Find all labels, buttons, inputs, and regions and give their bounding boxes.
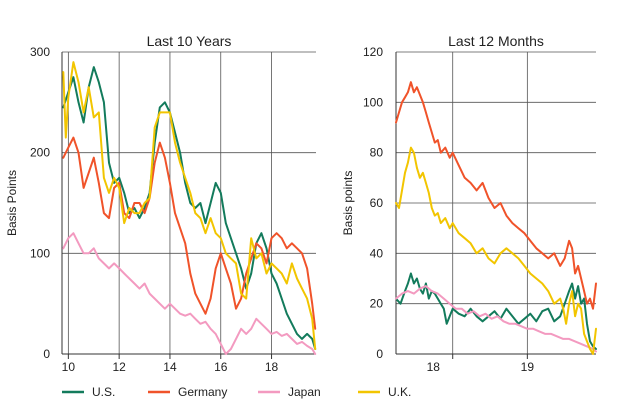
x-tick-label: 19 bbox=[521, 360, 535, 374]
legend-item-germany: Germany bbox=[148, 385, 227, 399]
y-tick-label: 60 bbox=[370, 196, 384, 210]
chart-title: Last 10 Years bbox=[147, 33, 232, 49]
legend-item-japan: Japan bbox=[258, 385, 321, 399]
series-line-germany bbox=[62, 136, 317, 330]
x-tick-label: 10 bbox=[62, 360, 76, 374]
x-tick-label: 18 bbox=[265, 360, 279, 374]
y-tick-label: 200 bbox=[30, 146, 50, 160]
y-tick-label: 100 bbox=[363, 95, 383, 109]
legend-item-u-s: U.S. bbox=[62, 385, 115, 399]
x-tick-label: 18 bbox=[427, 360, 441, 374]
series-line-japan bbox=[62, 232, 317, 355]
chart-panel-2: 0 20 40 60 80 100 120 18 19 Last 12 Months Basis p… bbox=[341, 33, 597, 374]
x-tick-label: 14 bbox=[163, 360, 177, 374]
series-line-u-s bbox=[395, 272, 597, 350]
y-tick-label: 100 bbox=[30, 246, 50, 260]
series-line-japan bbox=[395, 285, 597, 353]
legend-label: Japan bbox=[288, 385, 321, 399]
chart-title: Last 12 Months bbox=[448, 33, 544, 49]
series-line-u-k bbox=[395, 146, 597, 355]
y-axis-label: Basis points bbox=[341, 171, 355, 236]
series-line-u-k bbox=[62, 61, 317, 350]
y-axis-label: Basis Points bbox=[5, 170, 19, 236]
x-tick-label: 12 bbox=[112, 360, 126, 374]
y-tick-label: 0 bbox=[43, 347, 50, 361]
chart-panel-1: 0 100 200 300 10 12 14 16 18 Last 10 Years Basis P… bbox=[5, 33, 317, 374]
y-tick-label: 20 bbox=[370, 297, 384, 311]
series-line-u-s bbox=[62, 66, 317, 350]
y-tick-label: 80 bbox=[370, 146, 384, 160]
series-line-germany bbox=[395, 81, 597, 310]
y-tick-label: 40 bbox=[370, 246, 384, 260]
legend-label: U.S. bbox=[92, 385, 115, 399]
legend-label: U.K. bbox=[388, 385, 411, 399]
legend: U.S. Germany Japan U.K. bbox=[62, 385, 411, 399]
legend-label: Germany bbox=[178, 385, 227, 399]
y-tick-label: 120 bbox=[363, 45, 383, 59]
x-tick-label: 16 bbox=[214, 360, 228, 374]
y-tick-label: 0 bbox=[376, 347, 383, 361]
legend-item-u-k: U.K. bbox=[358, 385, 411, 399]
y-tick-label: 300 bbox=[30, 45, 50, 59]
